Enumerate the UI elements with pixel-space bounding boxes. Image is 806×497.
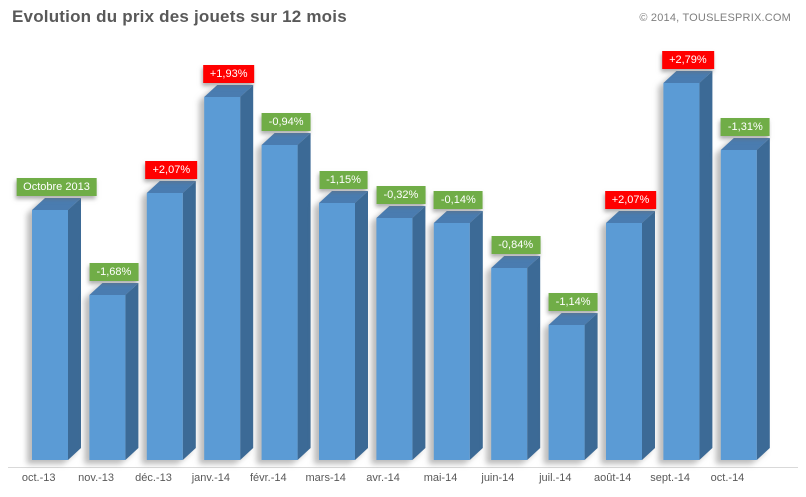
bar-f-vr-14 (261, 133, 311, 460)
bar-top-face (433, 211, 483, 223)
bar-sept-14 (663, 71, 713, 460)
bar-juin-14 (491, 256, 541, 460)
bar-oct-13 (32, 198, 81, 460)
bar-mars-14 (319, 191, 368, 460)
copyright: © 2014, TOUSLESPRIX.COM (639, 12, 791, 24)
bar-nov-13 (89, 283, 139, 460)
x-axis-label: avr.-14 (366, 472, 400, 484)
value-badge: +2,07% (145, 161, 198, 179)
bar-side-face (182, 181, 196, 460)
bar-top-face (606, 211, 655, 223)
value-badge: -1,14% (548, 293, 598, 311)
bar-avr-14 (376, 206, 426, 460)
bar-top-face (261, 133, 311, 145)
bar-mai-14 (433, 211, 483, 460)
bar-top-face (720, 138, 770, 150)
x-axis-label: mai-14 (423, 472, 458, 484)
bar-front-face (89, 295, 126, 460)
x-axis-label: oct.-14 (710, 472, 745, 484)
bar-side-face (527, 256, 541, 460)
page-title: Evolution du prix des jouets sur 12 mois (12, 7, 347, 26)
value-badge: -0,14% (433, 191, 483, 209)
bar-front-face (32, 210, 68, 460)
bar-side-face (297, 133, 311, 460)
bar-top-face (491, 256, 541, 268)
value-badge: -1,15% (319, 171, 368, 189)
value-badge: -1,68% (89, 263, 139, 281)
bar-side-face (642, 211, 655, 460)
bar-d-c-13 (146, 181, 196, 460)
value-badge: -0,94% (261, 113, 311, 131)
bar-front-face (663, 83, 700, 460)
x-axis-label: juil.-14 (539, 472, 572, 484)
bar-side-face (355, 191, 368, 460)
x-axis-label: janv.-14 (191, 472, 231, 484)
bar-oct-14 (720, 138, 770, 460)
bar-front-face (319, 203, 355, 460)
bar-side-face (469, 211, 483, 460)
value-badge: +1,93% (202, 65, 255, 83)
bar-side-face (68, 198, 81, 460)
bar-side-face (125, 283, 139, 460)
bar-janv-14 (204, 85, 254, 460)
bar-top-face (32, 198, 81, 210)
bar-top-face (146, 181, 196, 193)
value-badge: -0,84% (491, 236, 541, 254)
bar-top-face (89, 283, 139, 295)
value-badge: +2,79% (662, 51, 714, 69)
bar-front-face (261, 145, 298, 460)
value-badge: -0,32% (376, 186, 426, 204)
bar-top-face (204, 85, 254, 97)
value-badge: Octobre 2013 (16, 178, 97, 196)
x-axis-label: août-14 (594, 472, 632, 484)
x-axis-label: sept.-14 (650, 472, 690, 484)
bar-front-face (548, 325, 585, 460)
bar-side-face (756, 138, 770, 460)
bar-top-face (548, 313, 598, 325)
bar-front-face (720, 150, 757, 460)
x-axis-label: mars-14 (305, 472, 346, 484)
x-axis-label: oct.-13 (21, 472, 56, 484)
bar-top-face (319, 191, 368, 203)
x-axis-label: juin-14 (481, 472, 515, 484)
x-axis-label: nov.-13 (78, 472, 115, 484)
bar-top-face (663, 71, 713, 83)
value-badge: -1,31% (720, 118, 770, 136)
bar-side-face (584, 313, 598, 460)
bar-front-face (491, 268, 528, 460)
bar-top-face (376, 206, 426, 218)
bar-front-face (204, 97, 241, 460)
bar-front-face (376, 218, 413, 460)
value-badge: +2,07% (604, 191, 657, 209)
bar-front-face (606, 223, 642, 460)
bar-front-face (433, 223, 470, 460)
bar-ao-t-14 (606, 211, 655, 460)
x-axis-label: févr.-14 (249, 472, 287, 484)
x-axis-label: déc.-13 (135, 472, 172, 484)
bar-side-face (240, 85, 254, 460)
bar-side-face (412, 206, 426, 460)
bar-juil-14 (548, 313, 598, 460)
bar-front-face (146, 193, 183, 460)
bar-side-face (699, 71, 713, 460)
